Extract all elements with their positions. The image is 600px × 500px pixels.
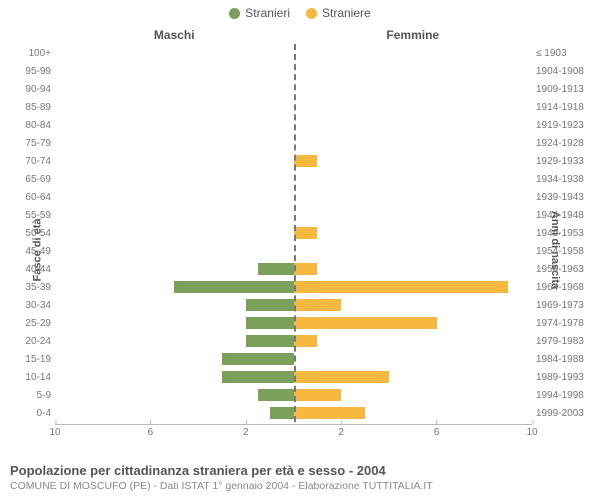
birth-label: 1994-1998 [532,390,584,401]
x-tick: 10 [49,424,60,438]
birth-label: 1939-1943 [532,192,584,203]
x-axis-line [55,424,532,425]
age-label: 45-49 [25,246,55,257]
age-label: 95-99 [25,66,55,77]
birth-label: 1974-1978 [532,318,584,329]
bar-male [222,371,294,384]
caption-title: Popolazione per cittadinanza straniera p… [10,463,590,478]
bar-female [294,335,318,348]
age-label: 0-4 [37,408,55,419]
bar-female [294,299,342,312]
birth-label: 1929-1933 [532,156,584,167]
age-label: 10-14 [25,372,55,383]
age-label: 15-19 [25,354,55,365]
birth-label: 1989-1993 [532,372,584,383]
birth-label: 1924-1928 [532,138,584,149]
birth-label: 1979-1983 [532,336,584,347]
age-label: 90-94 [25,84,55,95]
legend-item-female: Straniere [306,6,371,20]
x-tick: 2 [338,424,344,438]
birth-label: 1904-1908 [532,66,584,77]
age-label: 60-64 [25,192,55,203]
x-axis: 10622610 [55,424,532,442]
age-label: 70-74 [25,156,55,167]
age-label: 50-54 [25,228,55,239]
bar-female [294,371,389,384]
bar-male [246,299,294,312]
bar-male [174,281,293,294]
legend-label-female: Straniere [322,6,371,20]
legend-label-male: Stranieri [245,6,290,20]
age-label: 25-29 [25,318,55,329]
age-label: 30-34 [25,300,55,311]
age-label: 40-44 [25,264,55,275]
birth-label: 1919-1923 [532,120,584,131]
birth-label: ≤ 1903 [532,48,567,59]
birth-label: 1984-1988 [532,354,584,365]
age-label: 65-69 [25,174,55,185]
swatch-male [229,8,240,19]
birth-label: 1954-1958 [532,246,584,257]
age-label: 85-89 [25,102,55,113]
age-label: 75-79 [25,138,55,149]
x-tick: 2 [243,424,249,438]
chart-area: 100+≤ 190395-991904-190890-941909-191385… [55,44,532,422]
legend-item-male: Stranieri [229,6,290,20]
bar-female [294,155,318,168]
birth-label: 1959-1963 [532,264,584,275]
birth-label: 1909-1913 [532,84,584,95]
age-label: 55-59 [25,210,55,221]
caption-subtitle: COMUNE DI MOSCUFO (PE) - Dati ISTAT 1° g… [10,480,590,492]
bar-male [246,335,294,348]
header-right: Femmine [294,28,533,42]
legend: Stranieri Straniere [0,0,600,20]
bar-female [294,263,318,276]
center-axis [294,44,296,422]
bar-male [258,389,294,402]
birth-label: 1944-1948 [532,210,584,221]
birth-label: 1964-1968 [532,282,584,293]
bar-female [294,227,318,240]
birth-label: 1914-1918 [532,102,584,113]
age-label: 35-39 [25,282,55,293]
birth-label: 1969-1973 [532,300,584,311]
age-label: 100+ [28,48,55,59]
age-label: 5-9 [37,390,55,401]
x-tick: 6 [434,424,440,438]
birth-label: 1949-1953 [532,228,584,239]
birth-label: 1934-1938 [532,174,584,185]
bar-male [258,263,294,276]
swatch-female [306,8,317,19]
bar-female [294,407,366,420]
bar-male [270,407,294,420]
bar-male [222,353,294,366]
birth-label: 1999-2003 [532,408,584,419]
column-headers: Maschi Femmine [55,28,532,42]
x-tick: 6 [148,424,154,438]
age-label: 80-84 [25,120,55,131]
bar-female [294,389,342,402]
age-label: 20-24 [25,336,55,347]
bar-female [294,281,509,294]
bar-female [294,317,437,330]
x-tick: 10 [526,424,537,438]
caption: Popolazione per cittadinanza straniera p… [10,463,590,492]
header-left: Maschi [55,28,294,42]
bar-male [246,317,294,330]
